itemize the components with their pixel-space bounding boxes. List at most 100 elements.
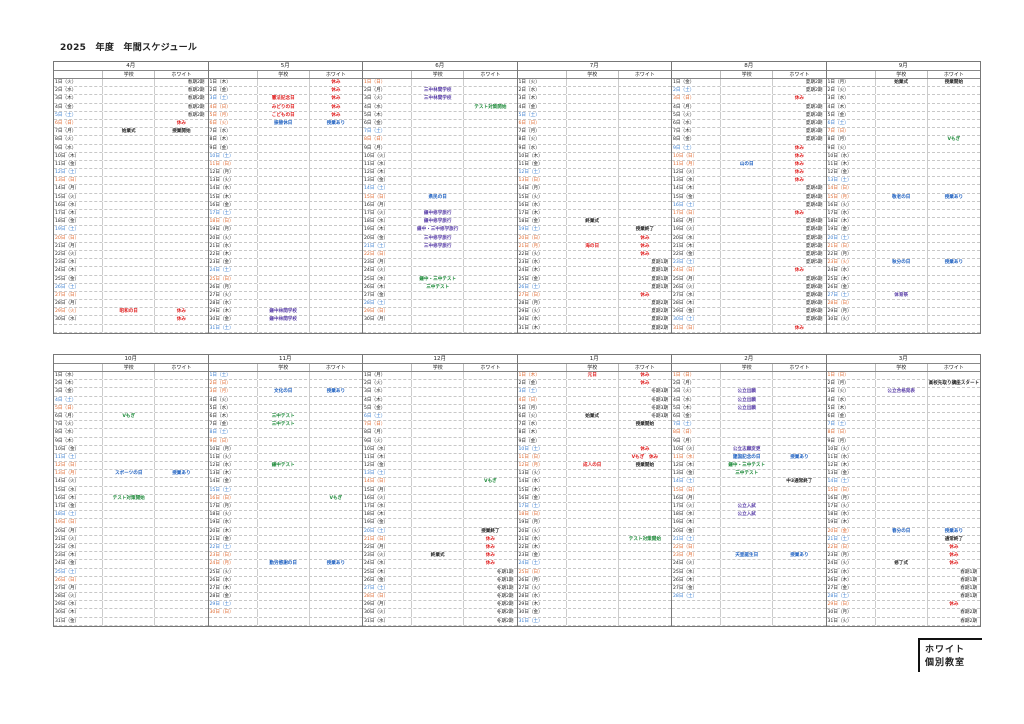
day-row: 11日（水）: [826, 453, 980, 463]
school-event: [876, 103, 928, 111]
day-row: 30日（日）: [208, 609, 362, 618]
white-event: [155, 593, 207, 600]
day-row: 4日（木）: [826, 103, 980, 112]
day-date: 23日（水）: [518, 259, 567, 267]
day-row: 15日（火）: [517, 193, 671, 202]
school-event: [258, 494, 310, 502]
day-date: 20日（水）: [672, 234, 722, 242]
day-date: 3日（木）: [518, 95, 567, 103]
white-event: 休み: [640, 251, 650, 257]
school-event: [412, 396, 465, 404]
day-date: 18日（火）: [209, 511, 258, 519]
white-event: [155, 292, 207, 299]
day-date: 12日（日）: [54, 462, 104, 470]
school-event: [258, 185, 310, 193]
school-event: [876, 185, 928, 193]
school-event: [103, 462, 156, 470]
school-event: [412, 535, 465, 543]
day-row: 30日（金）: [517, 609, 671, 618]
day-date: 1日（木）: [518, 372, 567, 380]
white-event: [310, 593, 362, 600]
day-row: 2日（日）: [208, 380, 362, 389]
school-header: 学校: [567, 71, 619, 78]
school-event: [567, 437, 619, 445]
day-row: 10日（日） 休み: [672, 152, 826, 161]
day-date: 15日（日）: [363, 193, 413, 201]
day-row: 1日（木） 元日 休み: [517, 372, 671, 381]
day-row: 25日（金）: [54, 275, 208, 284]
school-event: [567, 95, 619, 103]
white-event: 休み: [640, 373, 650, 378]
day-date: 10日（水）: [363, 445, 413, 453]
day-row: 8日（木）: [208, 136, 362, 145]
day-row: 7日（土）: [363, 128, 517, 137]
day-date: 26日（月）: [518, 576, 567, 584]
day-date: 28日（金）: [209, 593, 258, 601]
day-row: 16日（月）: [363, 201, 517, 210]
day-date: 11日（金）: [518, 160, 567, 169]
white-event: [928, 470, 980, 477]
day-date: 12日（月）: [209, 169, 258, 177]
white-event: 夏期4期: [805, 186, 823, 192]
day-date: 4日（水）: [672, 396, 722, 404]
day-row: 18日（土）: [54, 511, 208, 520]
day-row: 18日（金） 終業式: [517, 218, 671, 227]
white-event: 夏期6期: [805, 301, 823, 307]
day-row: 19日（月）: [208, 226, 362, 235]
day-date: 12日（金）: [827, 169, 876, 177]
day-row: 13日（金）: [363, 177, 517, 186]
day-date: 8日（土）: [209, 429, 258, 437]
white-event: 休み: [331, 112, 341, 118]
white-event: [928, 316, 980, 323]
school-event: [412, 494, 465, 502]
white-event: [464, 259, 516, 266]
day-date: 20日（木）: [209, 527, 258, 535]
day-date: [672, 617, 722, 625]
day-row: 29日（月） 冬期2期: [363, 601, 517, 610]
white-event: [155, 585, 207, 592]
day-date: 25日（日）: [209, 275, 258, 283]
school-event: [876, 535, 928, 543]
day-row: 3日（日） 休み: [672, 95, 826, 104]
day-date: 18日（水）: [827, 511, 876, 519]
month-column: 12月 学校 ホワイト 1日（月） 2日（火） 3日（水） 4日（木） 5日（金） 6日（土） 7…: [363, 355, 518, 627]
day-row: 20日（金） 三中修学旅行: [363, 234, 517, 243]
white-header: ホワイト: [789, 72, 810, 78]
day-row: 9日（土） 休み: [672, 144, 826, 153]
school-event: [103, 177, 156, 185]
day-row: 12日（木） 鎌中・三中テスト: [672, 462, 826, 471]
white-event: [773, 413, 825, 420]
day-row: 9日（水）: [54, 144, 208, 153]
day-row: 24日（水）: [826, 267, 980, 276]
day-date: 2日（月）: [363, 87, 413, 95]
school-event: [876, 283, 928, 291]
school-event: [258, 535, 310, 543]
white-event: 授業あり: [944, 260, 964, 266]
school-event: [412, 437, 465, 445]
school-event: [258, 445, 310, 453]
day-row: 27日（金）: [363, 291, 517, 301]
white-event: [155, 536, 207, 543]
day-date: 27日（火）: [518, 584, 567, 593]
white-event: 春期2期: [187, 88, 205, 94]
white-event: [464, 169, 516, 176]
day-row: 13日（火）: [208, 177, 362, 186]
school-event: [721, 380, 774, 388]
white-event: [155, 560, 207, 567]
white-event: [928, 284, 980, 291]
day-date: 28日（月）: [54, 300, 104, 308]
school-event: [103, 283, 156, 291]
school-event: [412, 609, 465, 617]
white-event: [773, 577, 825, 584]
white-event: Vもぎ: [947, 137, 961, 143]
white-event: [619, 470, 671, 477]
day-date: 5日（火）: [672, 111, 722, 119]
day-date: 24日（水）: [827, 267, 876, 275]
day-row: 30日（木）: [54, 609, 208, 618]
day-date: 21日（金）: [209, 535, 258, 543]
day-date: 30日（月）: [363, 316, 413, 324]
day-date: 24日（火）: [672, 560, 722, 568]
day-row: 21日（日）: [826, 242, 980, 251]
white-event: 春期2期: [187, 104, 205, 110]
day-date: 16日（火）: [363, 494, 413, 502]
